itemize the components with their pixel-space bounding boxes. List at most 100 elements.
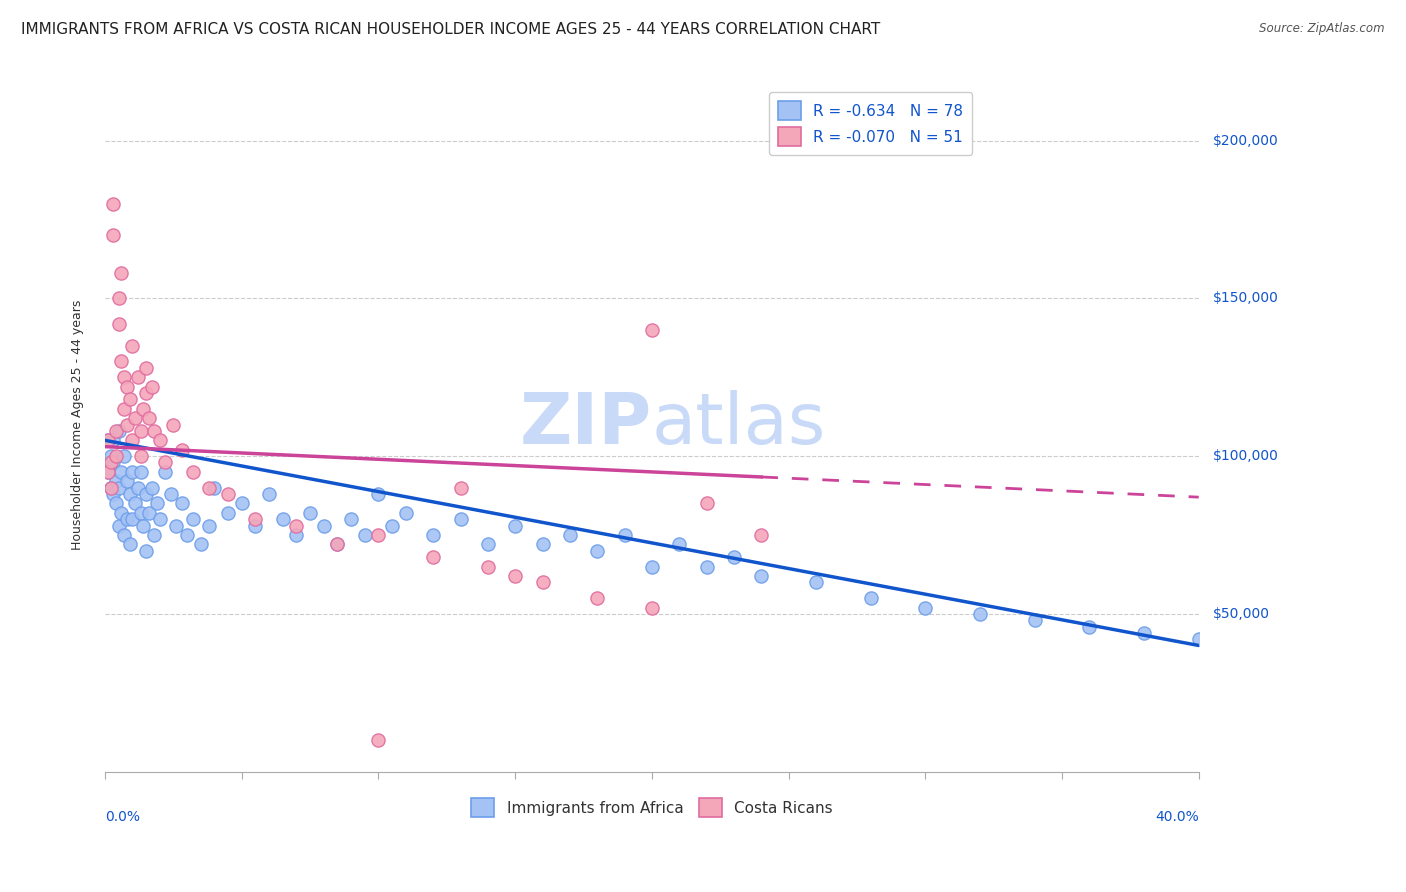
Point xyxy=(969,607,991,621)
Point xyxy=(107,481,129,495)
Point xyxy=(1024,613,1046,627)
Point xyxy=(105,424,128,438)
Point xyxy=(859,591,882,606)
Point xyxy=(159,487,181,501)
Point xyxy=(198,481,221,495)
Point xyxy=(503,518,526,533)
Point xyxy=(115,417,138,432)
Point xyxy=(135,543,157,558)
Point xyxy=(135,487,157,501)
Text: atlas: atlas xyxy=(652,390,827,459)
Point xyxy=(181,512,204,526)
Point xyxy=(107,518,129,533)
Point xyxy=(422,528,444,542)
Point xyxy=(103,455,125,469)
Point xyxy=(190,537,212,551)
Point xyxy=(245,512,267,526)
Point xyxy=(112,449,135,463)
Point xyxy=(112,401,135,416)
Point xyxy=(138,411,160,425)
Point xyxy=(105,475,128,489)
Point xyxy=(127,481,149,495)
Point xyxy=(312,518,335,533)
Point xyxy=(285,528,308,542)
Point xyxy=(121,434,143,448)
Point xyxy=(217,506,239,520)
Point xyxy=(100,455,122,469)
Point xyxy=(326,537,349,551)
Point xyxy=(749,569,772,583)
Point xyxy=(121,339,143,353)
Text: $100,000: $100,000 xyxy=(1212,450,1278,463)
Point xyxy=(531,575,554,590)
Point xyxy=(181,465,204,479)
Point xyxy=(100,481,122,495)
Point xyxy=(176,528,198,542)
Point xyxy=(367,528,389,542)
Point xyxy=(696,496,718,510)
Point xyxy=(641,323,664,337)
Point xyxy=(121,465,143,479)
Point xyxy=(107,291,129,305)
Point xyxy=(696,559,718,574)
Point xyxy=(97,434,120,448)
Legend: Immigrants from Africa, Costa Ricans: Immigrants from Africa, Costa Ricans xyxy=(465,792,838,823)
Point xyxy=(112,370,135,384)
Point xyxy=(97,465,120,479)
Point xyxy=(477,559,499,574)
Point xyxy=(118,392,141,407)
Text: ZIP: ZIP xyxy=(520,390,652,459)
Point xyxy=(107,317,129,331)
Point xyxy=(381,518,404,533)
Y-axis label: Householder Income Ages 25 - 44 years: Householder Income Ages 25 - 44 years xyxy=(72,300,84,549)
Point xyxy=(162,417,184,432)
Point xyxy=(231,496,253,510)
Point xyxy=(110,266,132,280)
Point xyxy=(558,528,581,542)
Point xyxy=(146,496,169,510)
Point xyxy=(586,543,609,558)
Text: $150,000: $150,000 xyxy=(1212,292,1278,305)
Point xyxy=(129,449,152,463)
Point xyxy=(105,496,128,510)
Text: IMMIGRANTS FROM AFRICA VS COSTA RICAN HOUSEHOLDER INCOME AGES 25 - 44 YEARS CORR: IMMIGRANTS FROM AFRICA VS COSTA RICAN HO… xyxy=(21,22,880,37)
Point xyxy=(103,434,125,448)
Point xyxy=(110,354,132,368)
Point xyxy=(129,465,152,479)
Point xyxy=(132,518,155,533)
Point xyxy=(749,528,772,542)
Point xyxy=(110,465,132,479)
Point xyxy=(668,537,690,551)
Point xyxy=(422,550,444,565)
Point xyxy=(124,411,146,425)
Point xyxy=(155,455,177,469)
Point xyxy=(100,449,122,463)
Point xyxy=(723,550,745,565)
Point xyxy=(149,434,172,448)
Point xyxy=(135,386,157,401)
Point xyxy=(118,487,141,501)
Point xyxy=(138,506,160,520)
Point xyxy=(450,481,472,495)
Point xyxy=(155,465,177,479)
Point xyxy=(170,496,193,510)
Point xyxy=(353,528,375,542)
Point xyxy=(285,518,308,533)
Text: Source: ZipAtlas.com: Source: ZipAtlas.com xyxy=(1260,22,1385,36)
Point xyxy=(135,360,157,375)
Point xyxy=(198,518,221,533)
Point xyxy=(118,537,141,551)
Point xyxy=(641,559,664,574)
Point xyxy=(124,496,146,510)
Point xyxy=(107,424,129,438)
Point xyxy=(141,481,163,495)
Point xyxy=(914,600,936,615)
Point xyxy=(613,528,636,542)
Point xyxy=(97,465,120,479)
Point xyxy=(503,569,526,583)
Point xyxy=(1078,619,1101,633)
Point xyxy=(115,380,138,394)
Point xyxy=(121,512,143,526)
Point xyxy=(115,475,138,489)
Point xyxy=(257,487,280,501)
